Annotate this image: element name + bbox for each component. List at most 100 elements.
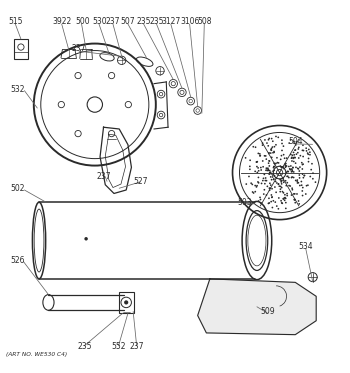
Circle shape <box>286 157 288 159</box>
Circle shape <box>288 185 290 186</box>
Circle shape <box>292 189 293 191</box>
Circle shape <box>276 182 278 184</box>
Circle shape <box>296 193 298 195</box>
Circle shape <box>291 156 293 158</box>
Circle shape <box>271 197 273 198</box>
Circle shape <box>290 171 292 173</box>
Circle shape <box>267 145 269 147</box>
Circle shape <box>283 168 285 169</box>
Circle shape <box>290 154 292 156</box>
Circle shape <box>308 148 310 150</box>
Circle shape <box>295 179 296 181</box>
Circle shape <box>273 179 274 181</box>
Circle shape <box>257 172 258 173</box>
Circle shape <box>301 184 302 186</box>
Circle shape <box>266 170 268 172</box>
Circle shape <box>256 166 258 167</box>
Circle shape <box>266 142 268 144</box>
Circle shape <box>272 176 273 178</box>
Text: 3106: 3106 <box>180 18 200 26</box>
Circle shape <box>252 146 254 148</box>
Circle shape <box>298 168 299 170</box>
Text: 534: 534 <box>299 242 313 251</box>
Circle shape <box>259 155 261 156</box>
Circle shape <box>309 176 311 178</box>
Circle shape <box>290 165 292 167</box>
Circle shape <box>265 155 267 157</box>
Circle shape <box>275 191 277 193</box>
Circle shape <box>302 195 303 197</box>
Circle shape <box>295 166 297 168</box>
Circle shape <box>287 175 289 177</box>
Circle shape <box>293 157 294 159</box>
Circle shape <box>268 139 270 141</box>
Circle shape <box>268 162 270 164</box>
Circle shape <box>292 157 294 159</box>
Circle shape <box>271 138 273 140</box>
Circle shape <box>295 149 296 151</box>
Circle shape <box>256 161 258 163</box>
Circle shape <box>304 175 306 176</box>
Circle shape <box>278 162 279 164</box>
Text: 3922: 3922 <box>53 18 72 26</box>
Circle shape <box>301 181 302 182</box>
Circle shape <box>269 189 271 191</box>
Circle shape <box>286 182 288 184</box>
Circle shape <box>274 163 276 165</box>
Text: 237: 237 <box>72 44 86 53</box>
Circle shape <box>274 201 276 203</box>
Circle shape <box>294 149 296 151</box>
Circle shape <box>262 144 264 146</box>
Circle shape <box>268 197 270 199</box>
Circle shape <box>292 167 294 168</box>
Circle shape <box>281 150 283 151</box>
Circle shape <box>275 135 277 137</box>
Circle shape <box>295 162 296 164</box>
Circle shape <box>293 161 295 162</box>
Text: 526: 526 <box>10 256 25 265</box>
Circle shape <box>124 300 128 304</box>
Circle shape <box>293 177 294 178</box>
Circle shape <box>293 141 295 142</box>
Circle shape <box>265 169 267 171</box>
Circle shape <box>305 147 307 149</box>
Circle shape <box>285 165 287 167</box>
Circle shape <box>267 203 269 204</box>
Circle shape <box>294 157 296 159</box>
Circle shape <box>302 144 304 146</box>
Text: 504: 504 <box>288 137 303 146</box>
Circle shape <box>278 197 280 199</box>
Circle shape <box>293 142 295 144</box>
Circle shape <box>289 169 291 170</box>
Circle shape <box>249 166 251 167</box>
Circle shape <box>298 157 300 159</box>
Circle shape <box>284 157 286 159</box>
Circle shape <box>280 181 282 183</box>
Circle shape <box>266 180 267 182</box>
Circle shape <box>272 146 273 148</box>
Circle shape <box>245 183 247 185</box>
Circle shape <box>302 173 303 175</box>
Circle shape <box>255 146 257 148</box>
Circle shape <box>288 142 290 144</box>
Circle shape <box>275 163 277 164</box>
Circle shape <box>291 170 293 172</box>
Text: 502: 502 <box>10 184 25 194</box>
Circle shape <box>291 168 293 170</box>
Circle shape <box>260 199 261 200</box>
Circle shape <box>273 151 275 153</box>
Circle shape <box>268 202 270 204</box>
Circle shape <box>294 199 296 200</box>
Circle shape <box>276 157 278 159</box>
Circle shape <box>309 154 311 156</box>
Circle shape <box>281 202 282 204</box>
Circle shape <box>274 175 275 177</box>
Circle shape <box>287 170 288 172</box>
Text: 532: 532 <box>10 85 25 94</box>
Circle shape <box>305 193 307 195</box>
Circle shape <box>268 138 270 140</box>
Circle shape <box>258 170 260 172</box>
Circle shape <box>272 207 273 209</box>
Circle shape <box>249 169 251 170</box>
Circle shape <box>262 142 264 144</box>
